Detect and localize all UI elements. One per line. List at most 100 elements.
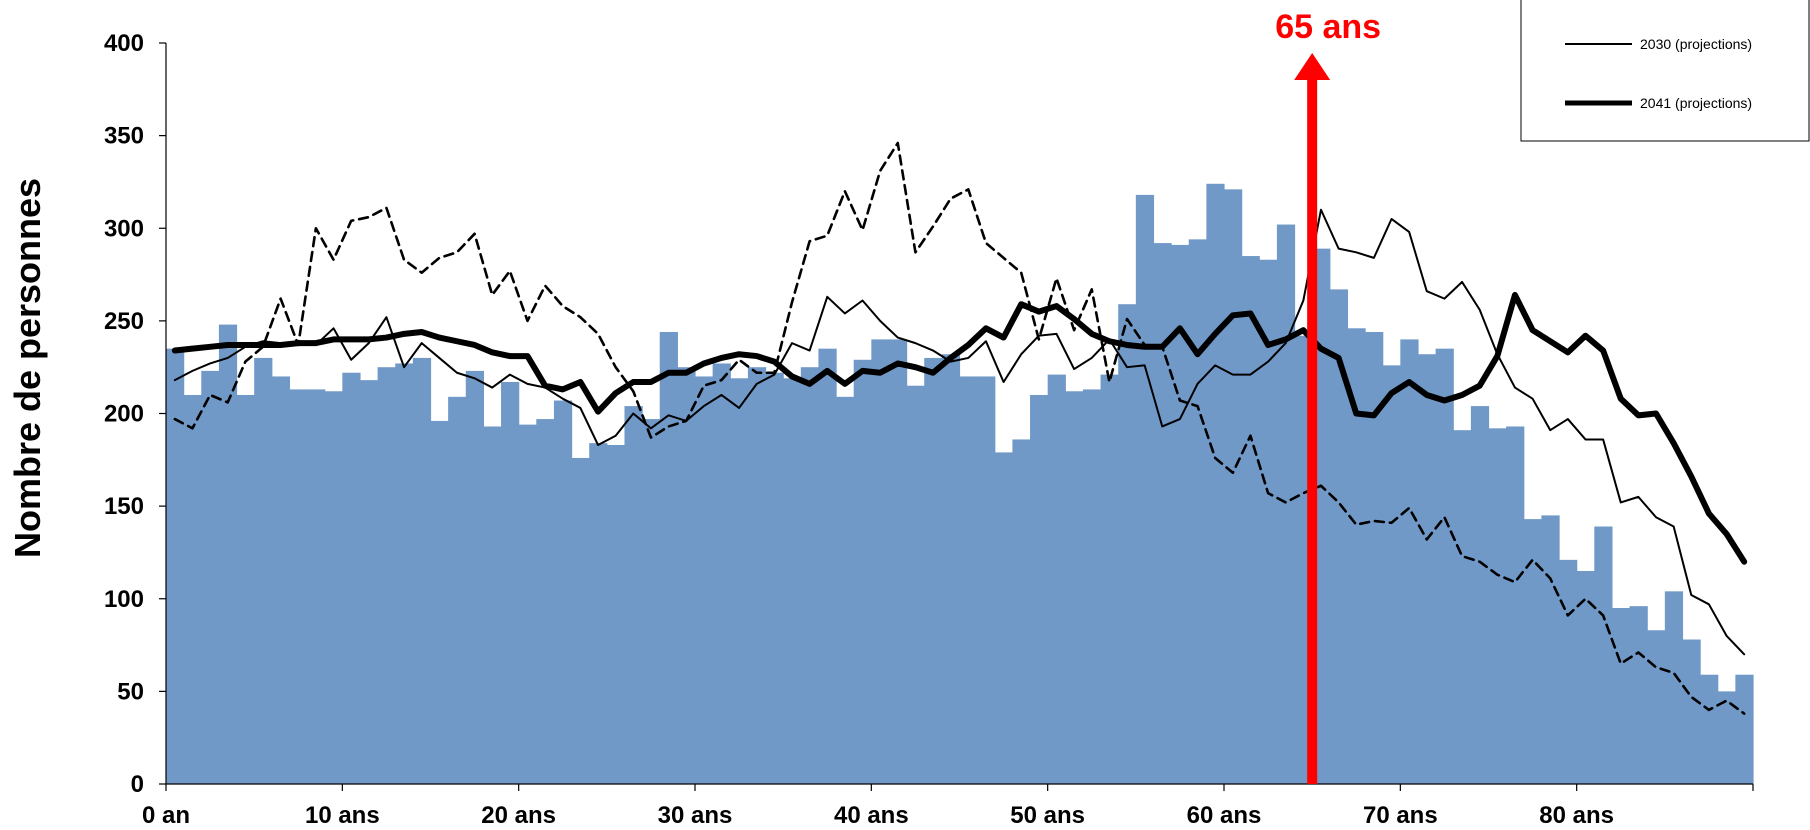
age-65-marker-line [1307, 78, 1318, 784]
bar-age-70 [1400, 339, 1419, 784]
bar-age-43 [924, 357, 943, 784]
bar-age-46 [977, 376, 996, 784]
bar-age-80 [1576, 570, 1595, 784]
bar-age-63 [1276, 224, 1296, 785]
bar-age-50 [1047, 374, 1066, 784]
bar-age-62 [1259, 259, 1278, 784]
bar-age-56 [1153, 243, 1172, 784]
bar-age-51 [1065, 391, 1084, 784]
bar-age-35 [783, 378, 802, 784]
bar-age-75 [1488, 428, 1507, 784]
bar-age-40 [871, 339, 890, 784]
bar-age-81 [1594, 526, 1613, 784]
age-65-marker-label: 65 ans [1275, 8, 1381, 46]
legend-box [1520, 0, 1810, 142]
y-tick-label: 0 [131, 771, 144, 798]
axes-layer: 0 50 100 150 200 250 300 350 400 0 an 10 ans 20 ans… [104, 30, 1754, 829]
y-tick-label: 300 [104, 215, 144, 242]
bar-age-58 [1188, 239, 1207, 784]
bar-age-14 [412, 357, 432, 784]
y-tick-label: 150 [104, 493, 144, 520]
bar-age-1 [183, 394, 202, 784]
bar-age-20 [518, 424, 537, 784]
bar-age-68 [1365, 331, 1384, 784]
bar-age-60 [1224, 189, 1243, 785]
bar-age-16 [448, 396, 467, 784]
bar-age-37 [818, 348, 837, 784]
bar-age-23 [571, 457, 590, 784]
bar-age-79 [1559, 559, 1578, 784]
bar-age-86 [1682, 639, 1701, 784]
bar-age-17 [465, 370, 484, 784]
series-line-dashed [173, 141, 1746, 715]
bar-age-82 [1611, 608, 1631, 784]
marker-layer: 65 ans [1275, 8, 1381, 784]
bar-age-48 [1012, 439, 1031, 784]
bar-age-59 [1206, 183, 1225, 785]
bar-age-30 [695, 376, 714, 784]
bar-age-44 [941, 354, 961, 784]
bar-age-88 [1717, 691, 1736, 785]
bar-age-19 [501, 382, 520, 784]
legend: 2030 (projections) 2041 (projections) [1520, 0, 1810, 142]
bar-age-55 [1135, 194, 1155, 784]
bar-age-28 [659, 331, 678, 784]
bar-age-8 [307, 389, 326, 784]
bar-age-76 [1506, 426, 1525, 784]
bar-age-74 [1470, 406, 1490, 784]
x-tick-label: 50 ans [1010, 802, 1085, 829]
bar-age-31 [712, 363, 731, 784]
bar-age-36 [800, 367, 820, 784]
y-tick-label: 350 [104, 123, 144, 150]
bar-age-21 [536, 419, 555, 784]
x-tick-label: 40 ans [834, 802, 909, 829]
bar-age-87 [1700, 674, 1719, 784]
bars-layer [166, 183, 1754, 785]
bar-age-9 [324, 391, 343, 784]
bar-age-12 [377, 367, 396, 784]
x-tick-label: 20 ans [481, 802, 556, 829]
bar-age-89 [1735, 674, 1754, 784]
x-tick-label: 80 ans [1539, 802, 1614, 829]
bar-age-13 [395, 363, 414, 784]
bar-age-45 [959, 376, 978, 784]
series-line-thick [171, 291, 1748, 565]
bar-age-38 [836, 396, 855, 784]
bar-age-11 [359, 380, 379, 784]
bar-age-24 [589, 443, 608, 784]
bar-age-33 [747, 367, 767, 784]
bar-age-6 [271, 376, 291, 784]
bar-age-54 [1118, 304, 1137, 784]
bar-age-41 [888, 339, 908, 784]
bar-age-69 [1382, 365, 1401, 784]
x-tick-label: 70 ans [1363, 802, 1438, 829]
x-tick-label: 60 ans [1187, 802, 1262, 829]
age-65-marker-arrowhead [1294, 53, 1331, 80]
y-tick-label: 200 [104, 401, 144, 428]
bar-age-29 [677, 367, 696, 784]
bar-age-42 [906, 385, 925, 784]
bar-age-71 [1417, 354, 1437, 784]
legend-label-2041: 2041 (projections) [1640, 95, 1752, 111]
bar-age-49 [1030, 394, 1049, 784]
bar-age-32 [730, 378, 749, 784]
bar-age-7 [289, 389, 308, 784]
bar-age-85 [1664, 591, 1684, 784]
bar-age-47 [994, 452, 1013, 784]
bar-age-66 [1329, 289, 1349, 784]
bar-age-27 [642, 419, 661, 784]
bar-age-15 [430, 420, 449, 784]
bar-age-39 [853, 359, 872, 784]
bar-age-72 [1435, 348, 1454, 784]
lines-layer [171, 141, 1748, 715]
bar-age-61 [1241, 256, 1260, 784]
series-line-thin [173, 208, 1746, 656]
bar-age-67 [1347, 328, 1366, 784]
y-tick-label: 400 [104, 30, 144, 57]
bar-age-26 [624, 406, 643, 784]
y-tick-label: 100 [104, 586, 144, 613]
bar-age-78 [1541, 515, 1560, 784]
bar-age-73 [1453, 430, 1472, 784]
bar-age-4 [236, 394, 255, 784]
